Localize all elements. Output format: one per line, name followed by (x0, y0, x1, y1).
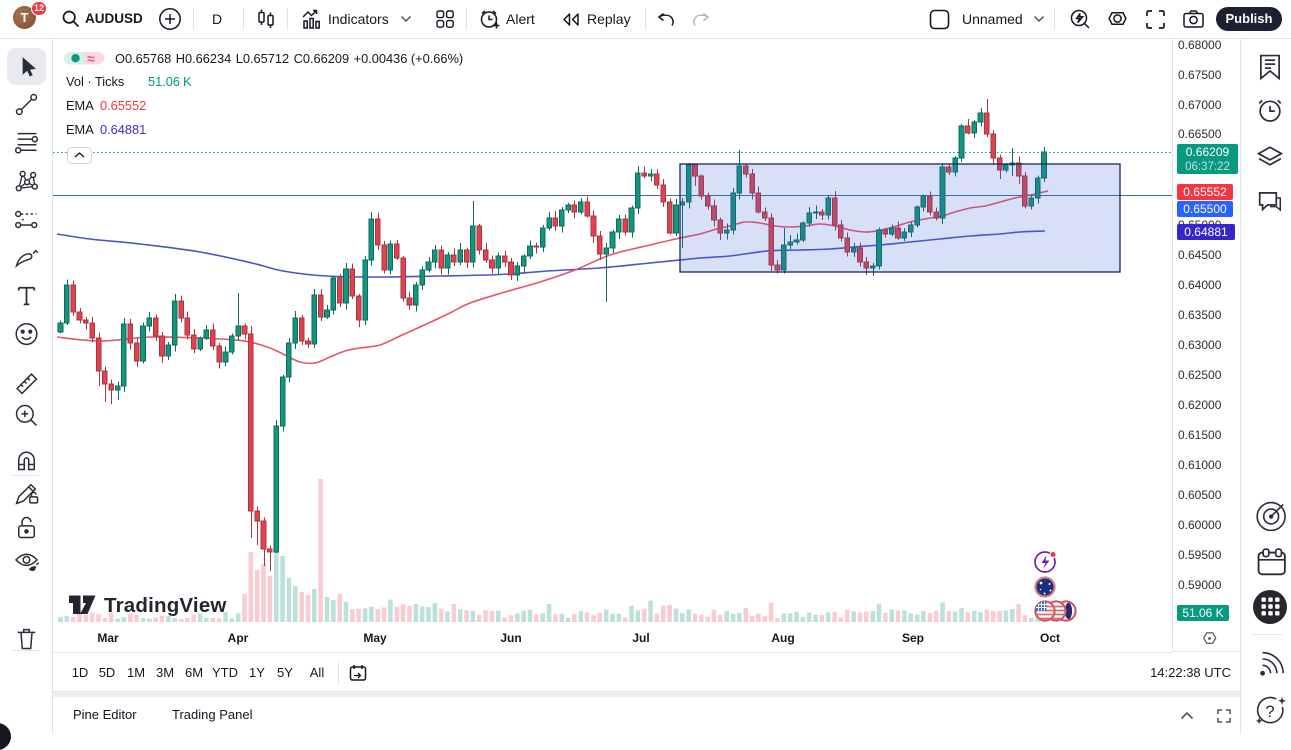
svg-text:0.64881: 0.64881 (100, 122, 146, 137)
svg-text:EMA: EMA (66, 98, 94, 113)
svg-text:0.65552: 0.65552 (100, 98, 146, 113)
svg-text:Vol · Ticks: Vol · Ticks (66, 74, 124, 89)
svg-text:51.06K: 51.06 K (148, 74, 192, 89)
svg-text:≈: ≈ (87, 51, 95, 67)
svg-text:TradingView: TradingView (104, 594, 227, 617)
svg-text:EMA: EMA (66, 122, 94, 137)
svg-text:?: ? (1265, 702, 1274, 721)
